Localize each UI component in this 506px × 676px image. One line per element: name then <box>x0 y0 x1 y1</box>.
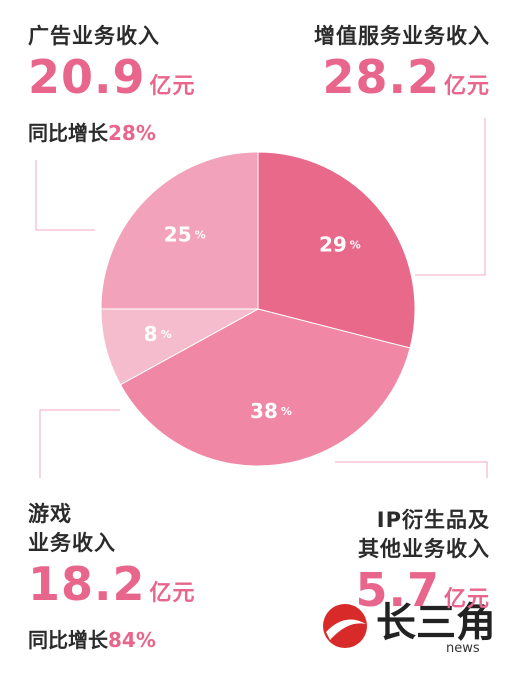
pie-slice <box>119 308 411 467</box>
logo-swoosh <box>326 619 366 640</box>
revenue: 5.7 亿元 <box>355 564 490 626</box>
revenue: 20.9 亿元 <box>28 51 196 113</box>
revenue-value: 28.2 <box>322 50 440 104</box>
growth-prefix: 同比增长 <box>28 121 108 145</box>
revenue-value: 5.7 <box>355 563 440 617</box>
revenue: 28.2 亿元 <box>314 51 490 113</box>
revenue-value: 18.2 <box>28 557 146 611</box>
growth-prefix: 同比增长 <box>28 628 108 652</box>
growth-unit: % <box>135 628 156 652</box>
slice-label: 38% <box>250 398 292 422</box>
slice-unit: % <box>161 328 172 341</box>
revenue-value: 20.9 <box>28 50 146 104</box>
revenue-unit: 亿元 <box>443 74 490 99</box>
category-label: 广告业务收入 <box>28 24 160 48</box>
slice-value: 29 <box>319 232 347 256</box>
slice-unit: % <box>281 405 292 418</box>
connector <box>415 118 486 276</box>
revenue-unit: 亿元 <box>149 74 196 99</box>
connectors <box>35 118 488 478</box>
growth-value: 28 <box>108 121 136 145</box>
slice-value: 38 <box>250 398 278 422</box>
watermark-sub: news <box>446 641 480 656</box>
growth: 同比增长84% <box>28 626 196 654</box>
callout: IP衍生品及 其他业务收入 5.7 亿元 <box>355 506 490 626</box>
revenue-unit: 亿元 <box>443 587 490 612</box>
category-label: 增值服务业务收入 <box>314 24 490 48</box>
revenue: 18.2 亿元 <box>28 558 196 620</box>
category-label: 游戏 业务收入 <box>28 502 116 555</box>
slice-unit: % <box>195 229 206 242</box>
callout: 广告业务收入 20.9 亿元 同比增长28% <box>28 22 196 147</box>
connector <box>335 461 488 478</box>
connector <box>35 160 95 231</box>
slice-value: 8 <box>144 321 158 345</box>
callout: 游戏 业务收入 18.2 亿元同比增长84% <box>28 500 196 654</box>
category-label: IP衍生品及 其他业务收入 <box>358 508 490 561</box>
callout: 增值服务业务收入 28.2 亿元 <box>314 22 490 113</box>
slice-label: 29% <box>319 232 361 256</box>
growth-value: 84 <box>108 628 136 652</box>
slice-label: 25% <box>164 222 206 246</box>
pie-slice <box>257 151 416 349</box>
revenue-unit: 亿元 <box>149 581 196 606</box>
connector <box>39 409 120 478</box>
slice-label: 8% <box>144 321 172 345</box>
watermark-name: 长三角 <box>376 599 496 646</box>
slice-unit: % <box>350 238 361 251</box>
pie-slice <box>100 151 259 310</box>
growth: 同比增长28% <box>28 119 196 147</box>
growth-unit: % <box>135 121 156 145</box>
slice-value: 25 <box>164 222 192 246</box>
